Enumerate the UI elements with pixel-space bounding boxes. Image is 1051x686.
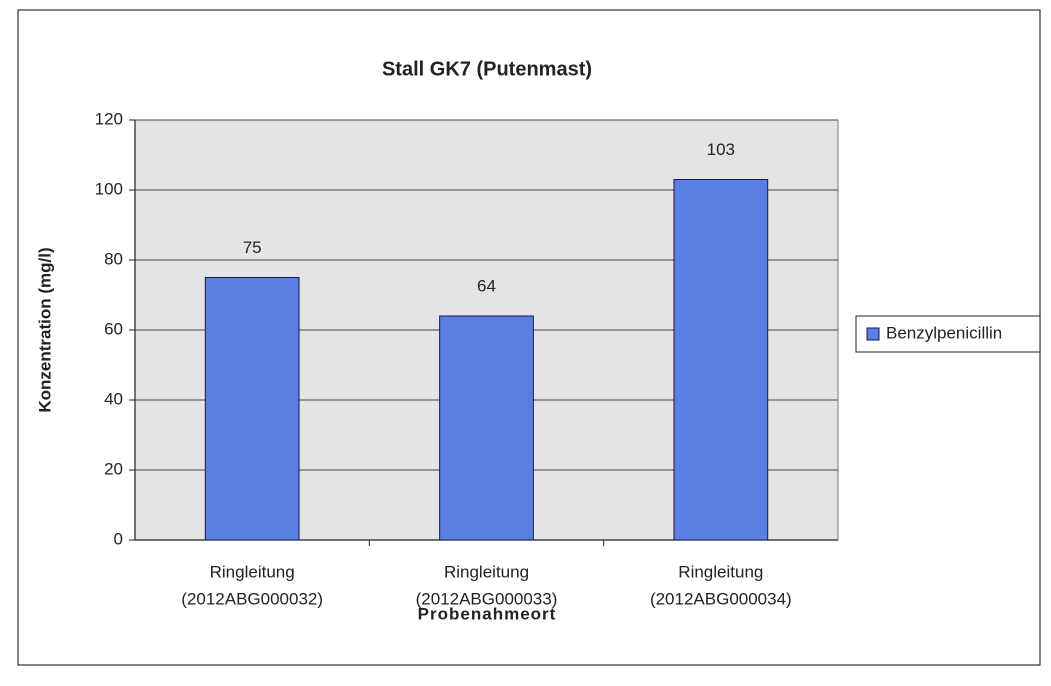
y-tick-label: 20 [104, 459, 123, 478]
x-tick-label: (2012ABG000034) [650, 589, 792, 608]
bar [439, 315, 534, 541]
y-axis-title: Konzentration (mg/l) [35, 247, 54, 412]
y-tick-label: 100 [95, 179, 123, 198]
y-tick-label: 0 [114, 529, 123, 548]
legend-swatch [866, 327, 880, 341]
x-tick-label: (2012ABG000033) [416, 589, 558, 608]
x-axis-title: Probenahmeort [418, 604, 557, 623]
legend-label: Benzylpenicillin [886, 323, 1002, 342]
bar [673, 179, 769, 541]
x-tick-label: (2012ABG000032) [181, 589, 323, 608]
y-tick-label: 60 [104, 319, 123, 338]
y-tick-label: 80 [104, 249, 123, 268]
y-tick-label: 40 [104, 389, 123, 408]
x-tick-label: Ringleitung [210, 562, 295, 581]
data-label: 64 [477, 276, 496, 295]
bar [204, 277, 300, 541]
x-tick-label: Ringleitung [444, 562, 529, 581]
legend-box [855, 315, 1041, 353]
data-label: 75 [243, 238, 262, 257]
x-tick-label: Ringleitung [678, 562, 763, 581]
y-tick-label: 120 [95, 109, 123, 128]
data-label: 103 [707, 140, 735, 159]
chart-title: Stall GK7 (Putenmast) [382, 58, 592, 80]
